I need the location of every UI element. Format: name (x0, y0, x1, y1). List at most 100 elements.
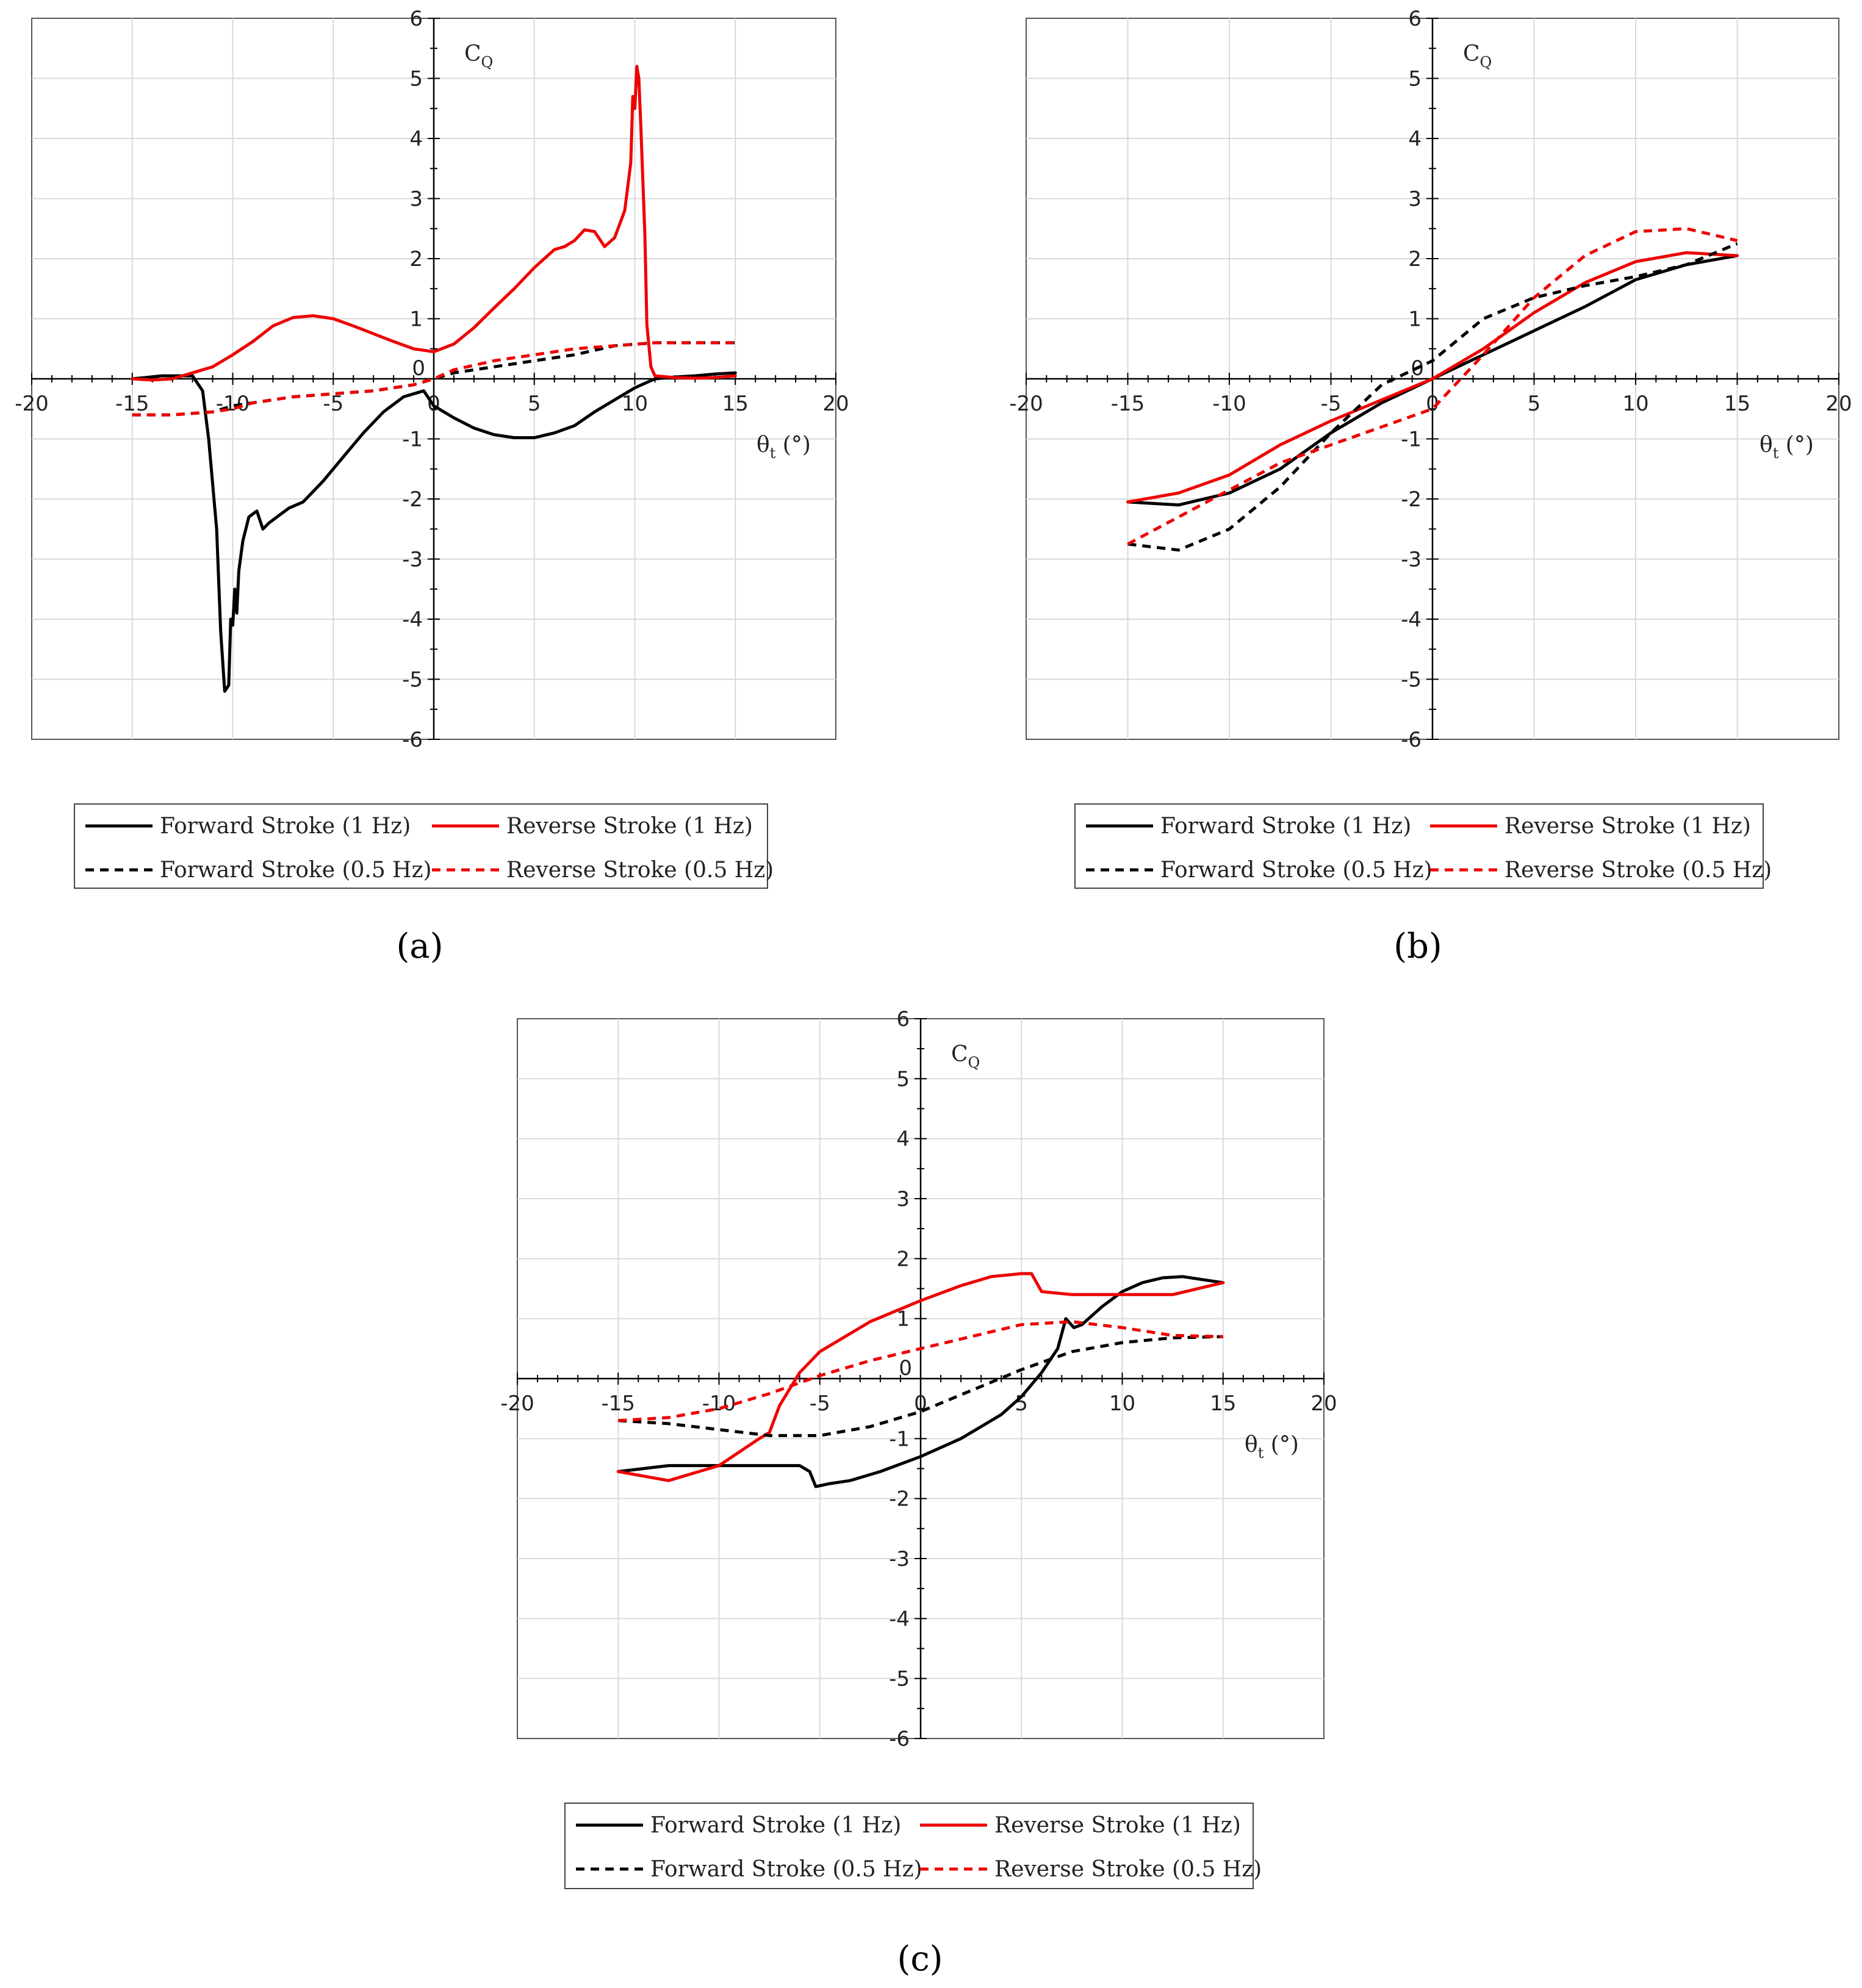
legend-label: Reverse Stroke (0.5 Hz) (994, 1857, 1262, 1882)
legend-label: Reverse Stroke (0.5 Hz) (506, 858, 774, 883)
series-line-forward-stroke-1-hz (616, 1275, 1225, 1488)
x-tick-label: -5 (810, 1391, 830, 1416)
y-tick-label: 6 (1408, 7, 1422, 31)
y-tick-label: 5 (409, 67, 423, 92)
x-tick-label: 0 (1426, 392, 1439, 416)
x-tick-label: -10 (216, 392, 250, 416)
x-tick-label: -20 (1009, 392, 1043, 416)
x-tick-label: -20 (500, 1391, 534, 1416)
y-tick-label: -5 (402, 668, 423, 692)
legend: Forward Stroke (1 Hz) Reverse Stroke (1 H… (564, 1803, 1262, 1889)
y-tick-label: 5 (1408, 67, 1422, 92)
y-tick-label: -6 (402, 728, 423, 752)
y-tick-label: 5 (896, 1067, 910, 1091)
legend-label: Reverse Stroke (1 Hz) (994, 1813, 1241, 1838)
y-tick-label: 4 (409, 127, 423, 151)
x-tick-label: -20 (15, 392, 49, 416)
legend-label: Reverse Stroke (0.5 Hz) (1504, 858, 1772, 883)
y-axis-label-sub: Q (968, 1054, 980, 1071)
x-tick-label: 10 (1622, 392, 1648, 416)
series-line-reverse-stroke-1-hz (616, 1272, 1225, 1482)
y-tick-label: 0 (412, 356, 425, 381)
x-axis-label-main: θ (1760, 432, 1773, 458)
y-tick-label: 4 (1408, 127, 1422, 151)
y-tick-label: -3 (402, 548, 423, 572)
y-axis-label: CQ (464, 41, 493, 71)
y-tick-label: -6 (1401, 728, 1422, 752)
x-tick-label: -15 (601, 1391, 635, 1416)
y-axis-label-sub: Q (481, 54, 494, 71)
chart-panel-c: -20 -15 -10 -5 0 5 10 15 20-6-5-4-3-2-10123456CQ… (500, 1007, 1337, 1979)
y-tick-label: 4 (896, 1127, 910, 1152)
x-axis-label-unit: (°) (1778, 432, 1814, 458)
y-axis-label: CQ (1463, 41, 1492, 71)
x-axis-label-unit: (°) (775, 432, 811, 458)
legend-label: Forward Stroke (1 Hz) (160, 814, 411, 839)
y-tick-label: 1 (896, 1307, 910, 1332)
x-tick-label: 15 (1210, 1391, 1236, 1416)
legend-box (74, 803, 768, 889)
x-tick-label: 5 (1528, 392, 1541, 416)
y-axis-label-main: C (951, 1042, 968, 1067)
y-tick-label: -4 (402, 608, 423, 632)
x-axis-label: θt (°) (757, 432, 811, 462)
legend-box (564, 1803, 1254, 1889)
x-tick-label: 20 (1310, 1391, 1337, 1416)
x-tick-label: 15 (722, 392, 749, 416)
legend: Forward Stroke (1 Hz) Reverse Stroke (1 H… (74, 803, 774, 889)
series-line-reverse-stroke-0-5-hz (618, 1320, 1223, 1423)
series-line-forward-stroke-0-5-hz (618, 1335, 1223, 1437)
y-axis-label-main: C (1463, 41, 1480, 66)
y-tick-label: -5 (889, 1667, 910, 1692)
legend-label: Forward Stroke (0.5 Hz) (650, 1857, 922, 1882)
y-tick-label: -1 (889, 1427, 910, 1451)
x-tick-label: 0 (914, 1391, 927, 1416)
y-tick-label: -2 (402, 487, 423, 512)
series-line-reverse-stroke-0-5-hz (1127, 227, 1738, 546)
panel-label: (b) (1393, 927, 1442, 966)
x-tick-label: 10 (1109, 1391, 1135, 1416)
chart-panel-b: -20 -15 -10 -5 0 5 10 15 20-6-5-4-3-2-10123456CQ… (1009, 7, 1852, 966)
y-tick-label: -4 (889, 1607, 910, 1631)
y-tick-label: 6 (896, 1007, 910, 1032)
series-line-reverse-stroke-1-hz (131, 65, 737, 382)
x-axis-label-main: θ (757, 432, 770, 458)
x-tick-label: -15 (115, 392, 149, 416)
legend-label: Forward Stroke (0.5 Hz) (1160, 858, 1432, 883)
y-tick-label: -1 (1401, 428, 1422, 452)
x-axis-label: θt (°) (1245, 1432, 1299, 1462)
x-tick-label: 20 (1825, 392, 1852, 416)
y-tick-label: 0 (899, 1356, 912, 1380)
x-tick-label: 5 (1015, 1391, 1028, 1416)
x-tick-label: 15 (1724, 392, 1750, 416)
chart-panel-a: -20 -15 -10 -5 0 5 10 15 20-6-5-4-3-2-10123456CQ… (15, 7, 849, 966)
y-tick-label: 3 (1408, 187, 1422, 212)
panel-label: (a) (396, 927, 443, 966)
y-axis-label-sub: Q (1480, 54, 1492, 71)
legend-box (1074, 803, 1764, 889)
legend-label: Forward Stroke (1 Hz) (650, 1813, 901, 1838)
y-tick-label: 2 (409, 247, 423, 271)
y-tick-label: 3 (409, 187, 423, 212)
x-tick-label: -15 (1111, 392, 1145, 416)
series-line-forward-stroke-0-5-hz (1127, 242, 1738, 552)
series-line-reverse-stroke-1-hz (1126, 251, 1739, 504)
x-axis-label-sub: t (1258, 1444, 1264, 1462)
x-tick-label: 20 (822, 392, 849, 416)
y-tick-label: -2 (1401, 487, 1422, 512)
x-tick-label: -10 (1212, 392, 1246, 416)
x-tick-label: -5 (1321, 392, 1342, 416)
y-tick-label: 1 (409, 307, 423, 332)
x-tick-label: 10 (622, 392, 648, 416)
series-line-reverse-stroke-0-5-hz (132, 341, 736, 417)
y-tick-label: 2 (1408, 247, 1422, 271)
y-axis-label: CQ (951, 1042, 980, 1071)
y-tick-label: -3 (889, 1547, 910, 1571)
legend-label: Reverse Stroke (1 Hz) (1504, 814, 1751, 839)
series-line-forward-stroke-1-hz (131, 371, 737, 693)
y-tick-label: -3 (1401, 548, 1422, 572)
x-axis-label: θt (°) (1760, 432, 1814, 462)
y-tick-label: 6 (409, 7, 423, 31)
legend-label: Forward Stroke (1 Hz) (1160, 814, 1411, 839)
